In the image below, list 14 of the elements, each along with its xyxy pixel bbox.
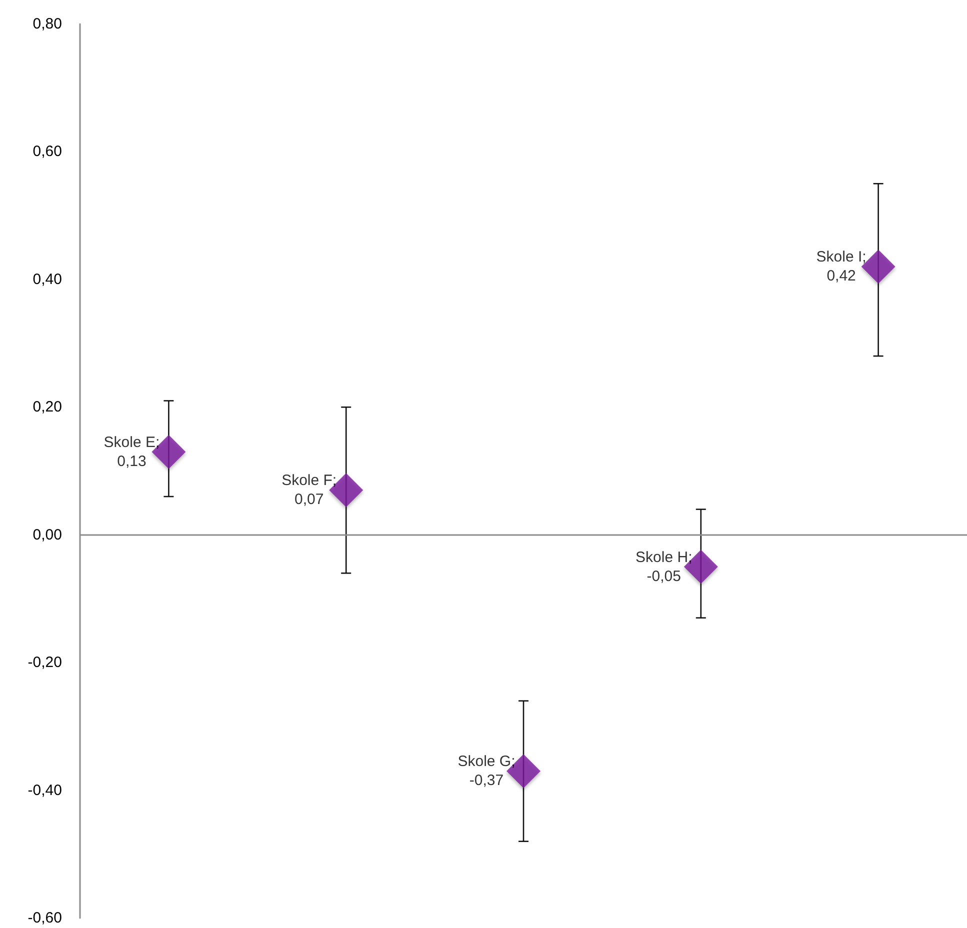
data-label: Skole F; 0,07 xyxy=(282,472,337,508)
y-tick-label: -0,60 xyxy=(28,910,62,926)
y-tick-label: 0,40 xyxy=(32,270,62,288)
data-label: Skole G; -0,37 xyxy=(458,753,516,790)
y-tick-label: 0,20 xyxy=(32,398,62,416)
point xyxy=(861,250,896,284)
y-tick-label: 0,00 xyxy=(32,526,62,544)
data-label: Skole I; 0,42 xyxy=(816,248,866,285)
data-label: Skole E; 0,13 xyxy=(104,434,160,470)
y-tick-label: -0,40 xyxy=(28,782,62,799)
y-tick-label: 0,60 xyxy=(32,143,62,160)
y-tick-label: -0,20 xyxy=(28,654,62,672)
y-tick-label: 0,80 xyxy=(32,16,62,32)
data-label: Skole H; -0,05 xyxy=(636,548,692,585)
